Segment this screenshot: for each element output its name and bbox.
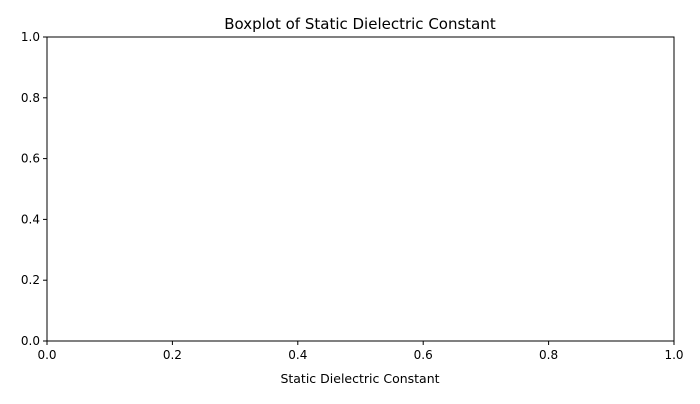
x-tick-label: 0.6 (414, 348, 433, 362)
x-tick-label: 0.4 (288, 348, 307, 362)
x-tick-label: 1.0 (664, 348, 683, 362)
x-axis-ticks: 0.0 0.2 0.4 0.6 0.8 1.0 (37, 341, 684, 362)
x-tick-label: 0.0 (37, 348, 56, 362)
y-tick-label: 0.0 (21, 334, 40, 348)
y-axis-ticks: 0.0 0.2 0.4 0.6 0.8 1.0 (21, 30, 47, 348)
y-tick-label: 0.8 (21, 91, 40, 105)
chart-title: Boxplot of Static Dielectric Constant (224, 15, 496, 33)
plot-area-frame (46, 36, 675, 342)
y-tick-label: 1.0 (21, 30, 40, 44)
y-tick-label: 0.4 (21, 212, 40, 226)
y-tick-label: 0.2 (21, 273, 40, 287)
x-tick-label: 0.2 (163, 348, 182, 362)
y-tick-label: 0.6 (21, 152, 40, 166)
x-tick-label: 0.8 (539, 348, 558, 362)
x-axis-label: Static Dielectric Constant (280, 371, 439, 386)
